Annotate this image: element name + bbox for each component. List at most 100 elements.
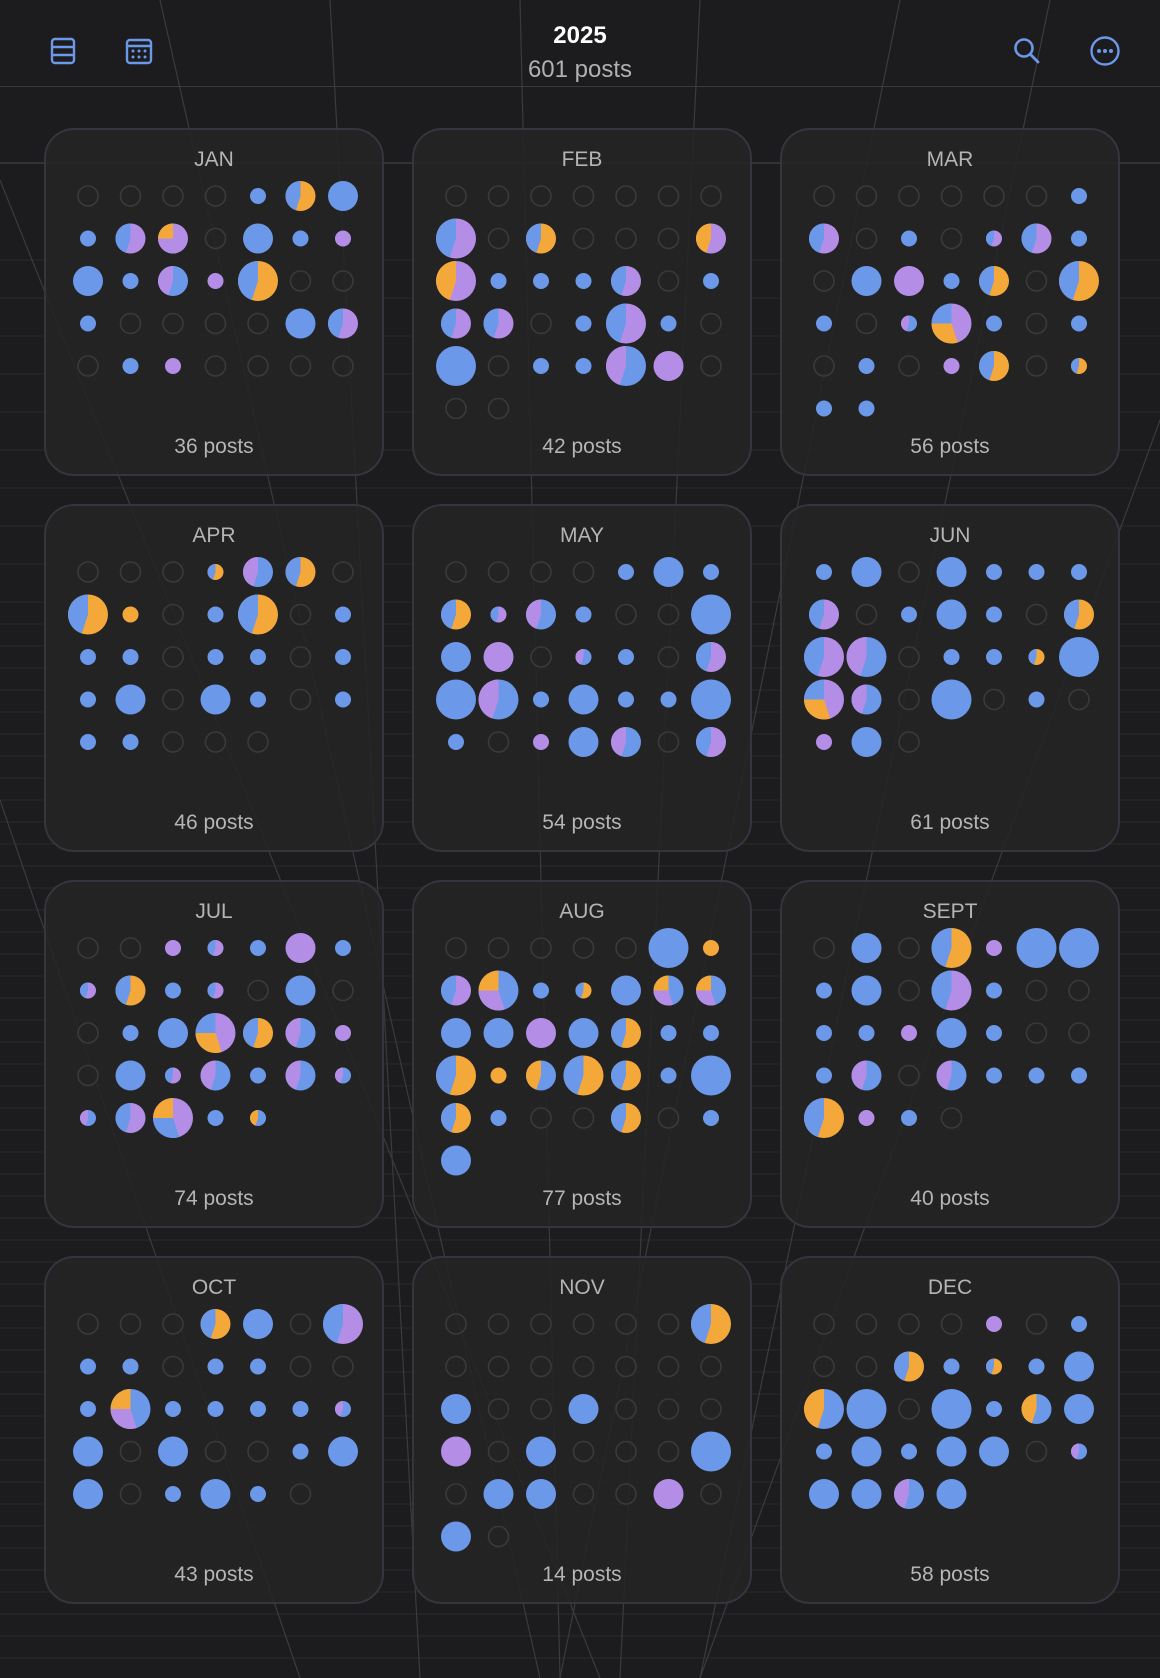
day-dot[interactable] — [250, 1067, 266, 1084]
day-dot[interactable] — [936, 1436, 967, 1467]
day-dot[interactable] — [703, 1025, 719, 1041]
day-dot[interactable] — [207, 1358, 224, 1375]
day-dot[interactable] — [936, 1060, 967, 1091]
day-dot[interactable] — [691, 1431, 731, 1472]
day-dot[interactable] — [986, 564, 1002, 580]
day-dot[interactable] — [292, 1401, 309, 1417]
day-dot[interactable] — [285, 933, 316, 963]
day-dot[interactable] — [441, 1394, 471, 1424]
day-dot[interactable] — [122, 1025, 139, 1041]
day-dot[interactable] — [703, 1110, 719, 1126]
day-dot[interactable] — [611, 975, 641, 1006]
day-dot[interactable] — [691, 594, 731, 635]
day-dot[interactable] — [207, 1401, 224, 1417]
day-dot[interactable] — [73, 266, 103, 296]
day-dot[interactable] — [334, 1067, 351, 1084]
day-dot[interactable] — [986, 1358, 1002, 1375]
day-dot[interactable] — [80, 734, 96, 750]
day-dot[interactable] — [1028, 564, 1045, 580]
day-dot[interactable] — [327, 308, 358, 339]
day-dot[interactable] — [441, 599, 471, 630]
day-dot[interactable] — [660, 1025, 677, 1041]
day-dot[interactable] — [809, 223, 839, 254]
day-dot[interactable] — [986, 1025, 1002, 1041]
day-dot[interactable] — [533, 982, 549, 999]
day-dot[interactable] — [606, 303, 646, 344]
day-dot[interactable] — [936, 1018, 967, 1048]
day-dot[interactable] — [858, 1110, 875, 1126]
day-dot[interactable] — [490, 606, 507, 623]
day-dot[interactable] — [250, 691, 266, 708]
day-dot[interactable] — [335, 230, 351, 247]
day-dot[interactable] — [115, 684, 146, 715]
day-dot[interactable] — [250, 1358, 266, 1375]
day-dot[interactable] — [901, 1025, 917, 1041]
day-dot[interactable] — [436, 1055, 476, 1096]
day-dot[interactable] — [73, 1479, 103, 1509]
day-dot[interactable] — [1028, 1358, 1045, 1375]
day-dot[interactable] — [816, 315, 832, 332]
day-dot[interactable] — [328, 1436, 358, 1467]
list-view-icon[interactable] — [46, 34, 80, 68]
day-dot[interactable] — [943, 358, 960, 374]
day-dot[interactable] — [250, 1486, 266, 1502]
day-dot[interactable] — [165, 1401, 181, 1417]
day-dot[interactable] — [575, 315, 592, 332]
day-dot[interactable] — [575, 606, 592, 623]
day-dot[interactable] — [986, 1401, 1002, 1417]
month-card-oct[interactable]: OCT 43 posts — [44, 1256, 384, 1604]
day-dot[interactable] — [809, 1479, 839, 1509]
day-dot[interactable] — [804, 679, 844, 720]
day-dot[interactable] — [526, 599, 556, 630]
day-dot[interactable] — [250, 940, 266, 956]
day-dot[interactable] — [986, 649, 1002, 665]
day-dot[interactable] — [335, 649, 351, 665]
day-dot[interactable] — [858, 400, 875, 417]
day-dot[interactable] — [490, 1067, 507, 1084]
day-dot[interactable] — [606, 346, 646, 386]
day-dot[interactable] — [1021, 223, 1052, 254]
day-dot[interactable] — [703, 564, 719, 580]
day-dot[interactable] — [1071, 230, 1087, 247]
day-dot[interactable] — [703, 940, 719, 956]
day-dot[interactable] — [1016, 928, 1057, 968]
day-dot[interactable] — [243, 223, 273, 254]
day-dot[interactable] — [158, 223, 188, 254]
day-dot[interactable] — [1028, 649, 1045, 665]
day-dot[interactable] — [901, 1443, 917, 1460]
day-dot[interactable] — [533, 358, 549, 374]
day-dot[interactable] — [816, 982, 832, 999]
day-dot[interactable] — [115, 1103, 146, 1133]
day-dot[interactable] — [1064, 599, 1094, 630]
day-dot[interactable] — [660, 691, 677, 708]
month-card-may[interactable]: MAY 54 posts — [412, 504, 752, 852]
month-card-jul[interactable]: JUL 74 posts — [44, 880, 384, 1228]
day-dot[interactable] — [691, 1304, 731, 1344]
day-dot[interactable] — [207, 564, 224, 580]
day-dot[interactable] — [441, 642, 471, 672]
day-dot[interactable] — [851, 557, 882, 587]
day-dot[interactable] — [858, 1025, 875, 1041]
day-dot[interactable] — [115, 975, 146, 1006]
day-dot[interactable] — [901, 230, 917, 247]
day-dot[interactable] — [80, 1401, 96, 1417]
day-dot[interactable] — [483, 642, 514, 672]
day-dot[interactable] — [568, 684, 599, 715]
day-dot[interactable] — [618, 564, 634, 580]
day-dot[interactable] — [936, 599, 967, 630]
day-dot[interactable] — [165, 982, 181, 999]
day-dot[interactable] — [611, 1060, 641, 1091]
day-dot[interactable] — [653, 1479, 684, 1509]
day-dot[interactable] — [79, 1110, 96, 1126]
day-dot[interactable] — [986, 1316, 1002, 1332]
day-dot[interactable] — [526, 1479, 556, 1509]
day-dot[interactable] — [285, 1060, 316, 1091]
day-dot[interactable] — [158, 1436, 188, 1467]
month-card-mar[interactable]: MAR 56 posts — [780, 128, 1120, 476]
day-dot[interactable] — [207, 273, 224, 289]
day-dot[interactable] — [525, 1060, 556, 1091]
day-dot[interactable] — [533, 734, 549, 750]
day-dot[interactable] — [80, 649, 96, 665]
day-dot[interactable] — [851, 975, 882, 1006]
day-dot[interactable] — [703, 273, 719, 289]
